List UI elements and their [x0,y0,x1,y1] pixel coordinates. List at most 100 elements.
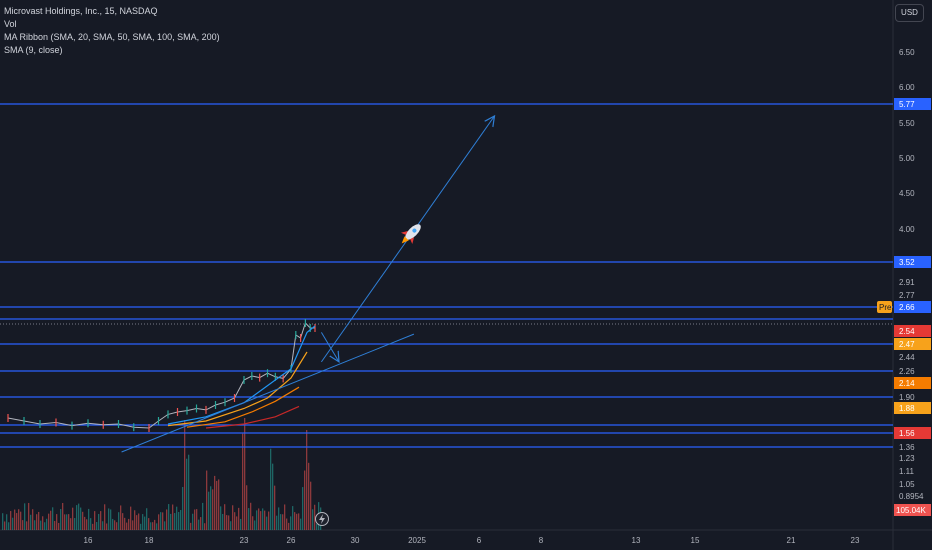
volume-bar [34,520,36,530]
volume-bar [104,504,106,530]
volume-bar [270,448,272,530]
volume-bar [158,514,160,530]
volume-bar [274,485,276,530]
volume-bar [214,475,216,530]
volume-bar [150,522,152,530]
volume-bar [240,518,242,530]
volume-bar [152,522,154,530]
price-badge-label: 1.88 [899,404,915,413]
volume-bar [220,506,222,530]
volume-bar [130,506,132,530]
x-tick-label: 6 [477,536,482,545]
volume-bar [242,433,244,530]
volume-bar [196,509,198,530]
candle [102,420,104,429]
legend-ma-ribbon[interactable]: MA Ribbon (SMA, 20, SMA, 50, SMA, 100, S… [4,32,220,42]
volume-bar [148,518,150,530]
volume-bar [142,514,144,530]
price-badge[interactable] [894,98,931,110]
volume-bar [300,518,302,530]
y-tick-label: 2.91 [899,278,915,287]
volume-bar [6,514,8,530]
volume-bar [180,510,182,530]
volume-bar [140,523,142,530]
volume-bar [176,506,178,530]
moving-average-line [186,386,300,428]
price-badge[interactable] [894,338,931,350]
y-tick-label: 1.90 [899,393,915,402]
volume-bar [124,517,126,530]
volume-bar [76,505,78,530]
currency-button[interactable]: USD [895,4,924,22]
volume-bar [224,504,226,530]
price-badge-label: 2.47 [899,340,915,349]
price-badge[interactable] [894,377,931,389]
volume-bar [166,509,168,530]
volume-badge[interactable] [894,504,931,516]
pre-market-badge[interactable] [877,301,892,313]
volume-bar [278,507,280,530]
volume-bar [102,521,104,530]
volume-bar [236,516,238,530]
price-badge[interactable] [894,402,931,414]
volume-bar [84,516,86,530]
volume-bar [54,521,56,530]
volume-bar [208,491,210,530]
volume-bar [218,479,220,530]
volume-bar [268,511,270,530]
volume-bar [248,508,250,530]
volume-bar [216,480,218,530]
x-tick-label: 15 [691,536,700,545]
volume-bar [48,513,50,530]
volume-bar [210,486,212,530]
price-line [7,322,315,429]
volume-bar [254,520,256,530]
x-tick-label: 21 [787,536,796,545]
volume-bar [50,510,52,530]
volume-bar [74,518,76,530]
price-badge[interactable] [894,301,931,313]
candle [176,408,179,416]
volume-bar [286,518,288,530]
volume-bar [40,520,42,530]
y-tick-label: 5.50 [899,119,915,128]
candle [259,373,261,382]
volume-bar [234,512,236,530]
volume-bar [44,522,46,530]
volume-bar [178,512,180,530]
volume-bar [96,522,98,530]
volume-bar [164,521,166,530]
price-badge[interactable] [894,256,931,268]
candle [117,420,120,428]
price-badge[interactable] [894,427,931,439]
volume-bar [12,517,14,530]
volume-bar [276,515,278,530]
legend-symbol[interactable]: Microvast Holdings, Inc., 15, NASDAQ [4,6,158,16]
volume-bar [258,508,260,530]
legend-sma[interactable]: SMA (9, close) [4,45,63,55]
volume-bar [282,514,284,530]
volume-bar [108,508,110,530]
volume-bar [232,505,234,530]
volume-bar [94,511,96,530]
volume-bar [132,520,134,530]
volume-bar [288,522,290,530]
price-badge-label: 2.14 [899,379,915,388]
volume-bar [246,485,248,530]
price-badge[interactable] [894,325,931,337]
volume-bar [28,502,30,530]
volume-bar [204,523,206,530]
legend-volume[interactable]: Vol [4,19,17,29]
volume-bar [118,512,120,530]
volume-bar [30,514,32,530]
y-tick-label: 4.00 [899,225,915,234]
volume-bar [62,502,64,530]
volume-bar [72,507,74,530]
candle [233,394,236,402]
volume-bar [38,511,40,530]
trend-line[interactable] [121,333,415,453]
arrow-line[interactable] [320,332,339,362]
chart-legend: Microvast Holdings, Inc., 15, NASDAQ Vol… [4,5,220,57]
